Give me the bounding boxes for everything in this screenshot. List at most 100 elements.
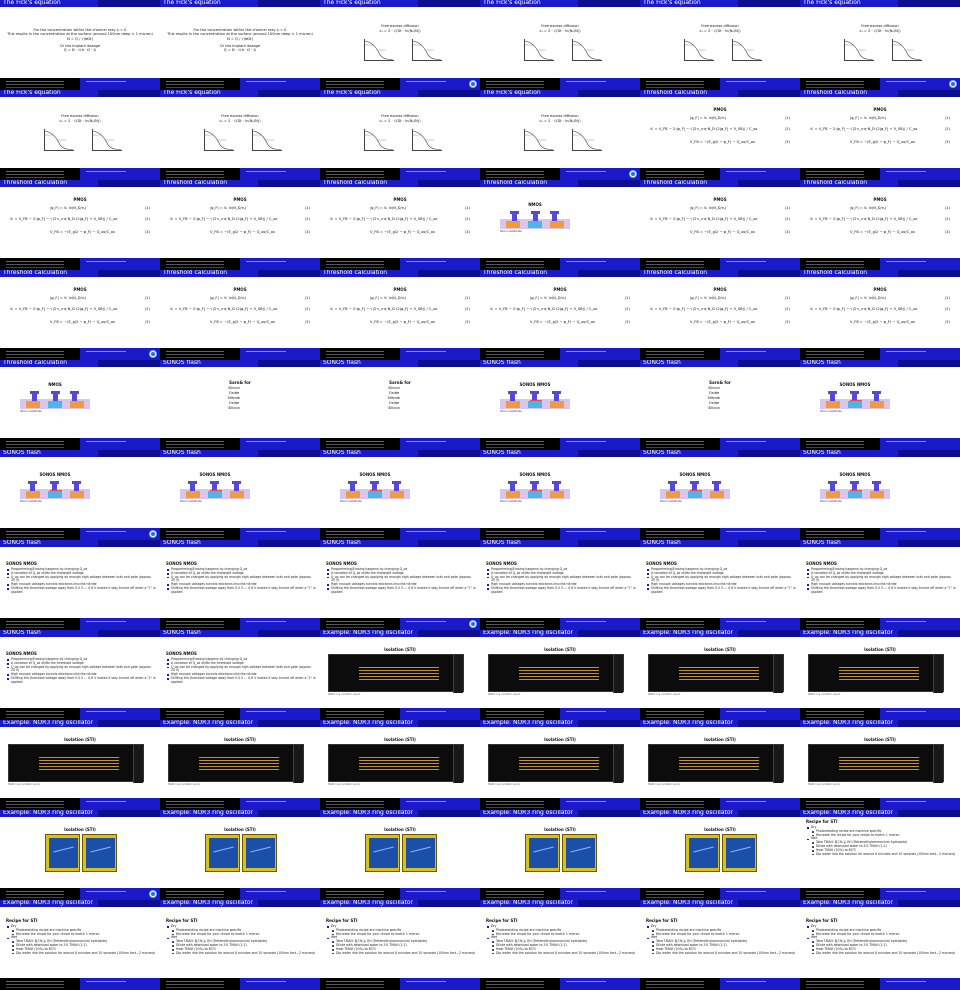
slide-thumbnail[interactable]: Example: NOR3 ring oscillator Isolation (… <box>800 720 960 810</box>
equation-number: (3) <box>144 320 150 324</box>
nitride-layer <box>850 490 862 492</box>
slide-thumbnail[interactable]: Example: NOR3 ring oscillator Recipe for … <box>800 810 960 900</box>
slide-thumbnail[interactable]: Example: NOR3 ring oscillator Isolation (… <box>320 630 480 720</box>
slide-thumbnail[interactable]: Example: NOR3 ring oscillator Isolation (… <box>320 720 480 810</box>
slide-thumbnail[interactable]: Example: NOR3 ring oscillator Isolation (… <box>480 720 640 810</box>
equation-text: V_FB = −(E_g/2 − φ_F) − Q_ox/C_ox <box>370 230 436 234</box>
slide-thumbnail[interactable]: SONOS flash Sarn& for Silicon Oxide Nitride O… <box>320 360 480 450</box>
slide-thumbnail[interactable]: Example: NOR3 ring oscillator Isolation (… <box>640 810 800 900</box>
recipe-item: Dip wafer into the solution for around 8… <box>166 951 316 956</box>
layout-side-panel <box>133 745 143 783</box>
footer-left <box>800 708 880 720</box>
bullet-heading: SONOS NMOS <box>646 561 677 566</box>
slide-thumbnail[interactable]: Threshold calculation PMOS |φ_F| = Vₜ ln(N… <box>320 270 480 360</box>
slide-thumbnail[interactable]: SONOS flash SONOS NMOS Programming/Erasing… <box>320 540 480 630</box>
slide-thumbnail[interactable]: Threshold calculation PMOS |φ_F| = Vₜ ln(N… <box>640 180 800 270</box>
slide-thumbnail[interactable]: SONOS flash SONOS NMOS Programming/Erasing… <box>640 540 800 630</box>
slide-thumbnail[interactable]: Threshold calculation PMOS |φ_F| = Vₜ ln(N… <box>0 270 160 360</box>
header-band <box>898 360 960 367</box>
slide-thumbnail[interactable]: Example: NOR3 ring oscillator Recipe for … <box>800 900 960 990</box>
slide-thumbnail[interactable]: SONOS flash SONOS NMOS Programming/Erasing… <box>0 540 160 630</box>
slide-footer <box>160 798 320 810</box>
diffusion-curve <box>92 130 122 151</box>
footer-right <box>720 258 800 270</box>
footer-left <box>160 528 240 540</box>
layout-strip <box>359 679 439 681</box>
slide-thumbnail[interactable]: Threshold calculation NMOS Silicon substra… <box>480 180 640 270</box>
slide-thumbnail[interactable]: SONOS flash SONOS NMOS Silicon substrate <box>0 450 160 540</box>
recipe-item: Heat TMAH (20%) to 80°C <box>806 947 956 952</box>
slide-thumbnail[interactable]: The Fick's equation Free excess diffusion… <box>0 90 160 180</box>
equation-number: (2) <box>144 307 150 311</box>
slide-thumbnail[interactable]: Example: NOR3 ring oscillator Isolation (… <box>160 720 320 810</box>
slide-thumbnail[interactable]: Threshold calculation PMOS |φ_F| = Vₜ ln(N… <box>800 180 960 270</box>
slide-thumbnail[interactable]: Example: NOR3 ring oscillator Isolation (… <box>0 810 160 900</box>
slide-header: Example: NOR3 ring oscillator <box>320 810 480 817</box>
slide-thumbnail[interactable]: The Fick's equation Free excess diffusion… <box>160 90 320 180</box>
slide-thumbnail[interactable]: Threshold calculation PMOS |φ_F| = Vₜ ln(N… <box>640 90 800 180</box>
threshold-equation: Vₜ = V_FB − 2·|φ_F| − √(2·ε_s·q·N_D·(2|φ… <box>810 217 950 221</box>
slide-thumbnail[interactable]: Example: NOR3 ring oscillator Isolation (… <box>480 810 640 900</box>
slide-thumbnail[interactable]: SONOS flash SONOS NMOS Programming/Erasing… <box>800 540 960 630</box>
footer-left <box>480 438 560 450</box>
slide-thumbnail[interactable]: SONOS flash Sarn& for Silicon Oxide Nitride O… <box>640 360 800 450</box>
slide-thumbnail[interactable]: Threshold calculation PMOS |φ_F| = Vₜ ln(N… <box>800 90 960 180</box>
slide-thumbnail[interactable]: SONOS flash SONOS NMOS Programming/Erasing… <box>480 540 640 630</box>
slide-thumbnail[interactable]: Threshold calculation PMOS |φ_F| = Vₜ ln(N… <box>800 270 960 360</box>
slide-thumbnail[interactable]: SONOS flash SONOS NMOS Programming/Erasing… <box>0 630 160 720</box>
slide-thumbnail[interactable]: SONOS flash SONOS NMOS Programming/Erasing… <box>160 630 320 720</box>
slide-thumbnail[interactable]: Example: NOR3 ring oscillator Isolation (… <box>160 810 320 900</box>
slide-thumbnail[interactable]: The Fick's equation Free excess diffusion… <box>480 0 640 90</box>
slide-thumbnail[interactable]: Threshold calculation PMOS |φ_F| = Vₜ ln(N… <box>0 180 160 270</box>
footer-left <box>800 438 880 450</box>
slide-thumbnail[interactable]: The Fick's equation For the concentration… <box>160 0 320 90</box>
slide-thumbnail[interactable]: The Fick's equation For the concentration… <box>0 0 160 90</box>
slide-thumbnail[interactable]: Example: NOR3 ring oscillator Recipe for … <box>320 900 480 990</box>
slide-thumbnail[interactable]: Example: NOR3 ring oscillator Recipe for … <box>0 900 160 990</box>
slide-thumbnail[interactable]: SONOS flash SONOS NMOS Silicon substrate <box>480 360 640 450</box>
slide-thumbnail[interactable]: The Fick's equation Free excess diffusion… <box>320 90 480 180</box>
equation-text: |φ_F| = Vₜ ln(N_D/nᵢ) <box>690 206 727 210</box>
slide-thumbnail[interactable]: Example: NOR3 ring oscillator Recipe for … <box>640 900 800 990</box>
diffusion-profile-plot <box>732 39 762 61</box>
slide-thumbnail[interactable]: The Fick's equation Free excess diffusion… <box>640 0 800 90</box>
slide-thumbnail[interactable]: Example: NOR3 ring oscillator Recipe for … <box>160 900 320 990</box>
slide-thumbnail[interactable]: SONOS flash SONOS NMOS Silicon substrate <box>640 450 800 540</box>
slide-thumbnail[interactable]: The Fick's equation Free excess diffusion… <box>480 90 640 180</box>
slide-thumbnail[interactable]: Example: NOR3 ring oscillator Isolation (… <box>640 630 800 720</box>
slide-thumbnail[interactable]: Threshold calculation PMOS |φ_F| = Vₜ ln(N… <box>480 270 640 360</box>
header-band <box>898 810 960 817</box>
equation-number: (1) <box>464 296 470 300</box>
slide-header: Threshold calculation <box>0 270 160 277</box>
slide-thumbnail[interactable]: SONOS flash SONOS NMOS Silicon substrate <box>160 450 320 540</box>
slide-thumbnail[interactable]: Threshold calculation PMOS |φ_F| = Vₜ ln(N… <box>320 180 480 270</box>
slide-thumbnail[interactable]: SONOS flash SONOS NMOS Silicon substrate <box>480 450 640 540</box>
layout-caption: NOR3 ring oscillator layout <box>808 693 841 696</box>
slide-thumbnail[interactable]: Example: NOR3 ring oscillator Isolation (… <box>0 720 160 810</box>
slide-thumbnail[interactable]: Threshold calculation PMOS |φ_F| = Vₜ ln(N… <box>640 270 800 360</box>
diffusion-curve <box>684 40 714 61</box>
slide-thumbnail[interactable]: Example: NOR3 ring oscillator Isolation (… <box>320 810 480 900</box>
slide-thumbnail[interactable]: Example: NOR3 ring oscillator Isolation (… <box>480 630 640 720</box>
slide-thumbnail[interactable]: Threshold calculation NMOS Silicon substra… <box>0 360 160 450</box>
profile-line <box>524 130 554 151</box>
slide-thumbnail[interactable]: SONOS flash SONOS NMOS Silicon substrate <box>800 360 960 450</box>
slide-thumbnail[interactable]: SONOS flash SONOS NMOS Silicon substrate <box>800 450 960 540</box>
footer-left <box>160 348 240 360</box>
slide-thumbnail[interactable]: Threshold calculation PMOS |φ_F| = Vₜ ln(N… <box>160 180 320 270</box>
slide-thumbnail[interactable]: Example: NOR3 ring oscillator Isolation (… <box>800 630 960 720</box>
header-band <box>738 180 800 187</box>
wafer-photo <box>685 834 720 872</box>
slide-thumbnail[interactable]: SONOS flash SONOS NMOS Programming/Erasing… <box>160 540 320 630</box>
gate-contact <box>533 213 538 221</box>
slide-thumbnail[interactable]: The Fick's equation Free excess diffusion… <box>800 0 960 90</box>
slide-thumbnail[interactable]: The Fick's equation Free excess diffusion… <box>320 0 480 90</box>
equation-number: (2) <box>784 127 790 131</box>
slide-thumbnail[interactable]: SONOS flash SONOS NMOS Silicon substrate <box>320 450 480 540</box>
slide-thumbnail[interactable]: Example: NOR3 ring oscillator Isolation (… <box>640 720 800 810</box>
slide-thumbnail[interactable]: Example: NOR3 ring oscillator Recipe for … <box>480 900 640 990</box>
slide-thumbnail[interactable]: Threshold calculation PMOS |φ_F| = Vₜ ln(N… <box>160 270 320 360</box>
threshold-equation: |φ_F| = Vₜ ln(N_D/nᵢ) (1) <box>810 296 950 300</box>
slide-thumbnail[interactable]: SONOS flash Sarn& for Silicon Oxide Nitride O… <box>160 360 320 450</box>
slide-footer <box>640 438 800 450</box>
